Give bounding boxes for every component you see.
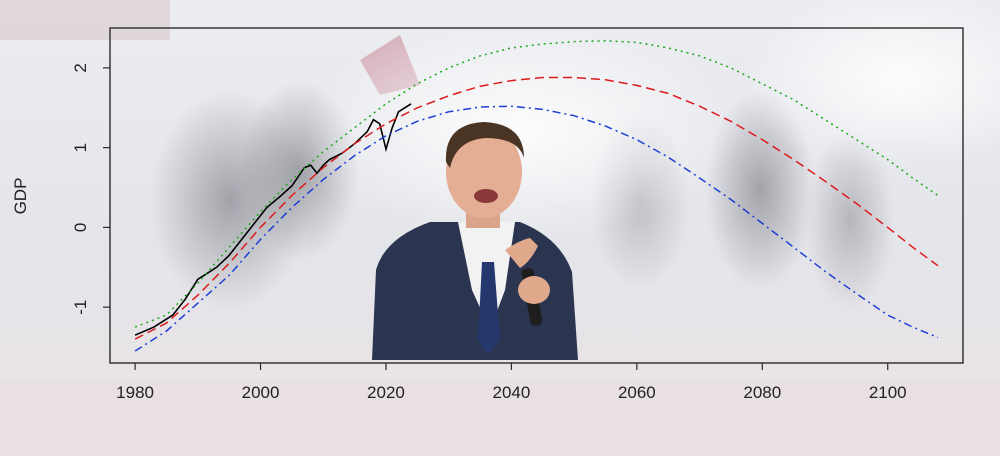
speaker-photo bbox=[372, 122, 578, 360]
fog-cloud bbox=[300, 20, 740, 240]
x-tick-label: 1980 bbox=[116, 383, 154, 402]
speaker-hair bbox=[445, 122, 524, 168]
y-axis-label: GDP bbox=[11, 178, 30, 215]
y-tick-label: 2 bbox=[71, 63, 90, 72]
x-tick-label: 2060 bbox=[618, 383, 656, 402]
fog-cloud-2 bbox=[740, 0, 1000, 170]
speaker-mouth bbox=[474, 189, 498, 203]
series-layer bbox=[134, 40, 939, 352]
x-tick-label: 2020 bbox=[367, 383, 405, 402]
crowd-figure-far-right bbox=[805, 130, 895, 310]
x-tick-label: 2100 bbox=[869, 383, 907, 402]
plot-frame bbox=[109, 27, 964, 364]
series-line-dot-dash bbox=[134, 105, 939, 352]
x-axis: 1980 2000 2020 2040 2060 2080 2100 bbox=[116, 363, 907, 402]
speaker-tie bbox=[478, 262, 500, 355]
x-tick-label: 2080 bbox=[743, 383, 781, 402]
y-tick-label: -1 bbox=[71, 300, 90, 315]
x-tick-label: 2000 bbox=[242, 383, 280, 402]
speaker-hand-mic bbox=[518, 276, 550, 304]
y-tick-label: 0 bbox=[71, 223, 90, 232]
y-tick-label: 1 bbox=[71, 143, 90, 152]
x-tick-label: 2040 bbox=[492, 383, 530, 402]
speaker-hand bbox=[505, 238, 538, 268]
y-axis: -1 0 1 2 bbox=[71, 63, 110, 315]
speaker-head bbox=[446, 126, 522, 218]
series-line-dashed bbox=[134, 76, 939, 340]
